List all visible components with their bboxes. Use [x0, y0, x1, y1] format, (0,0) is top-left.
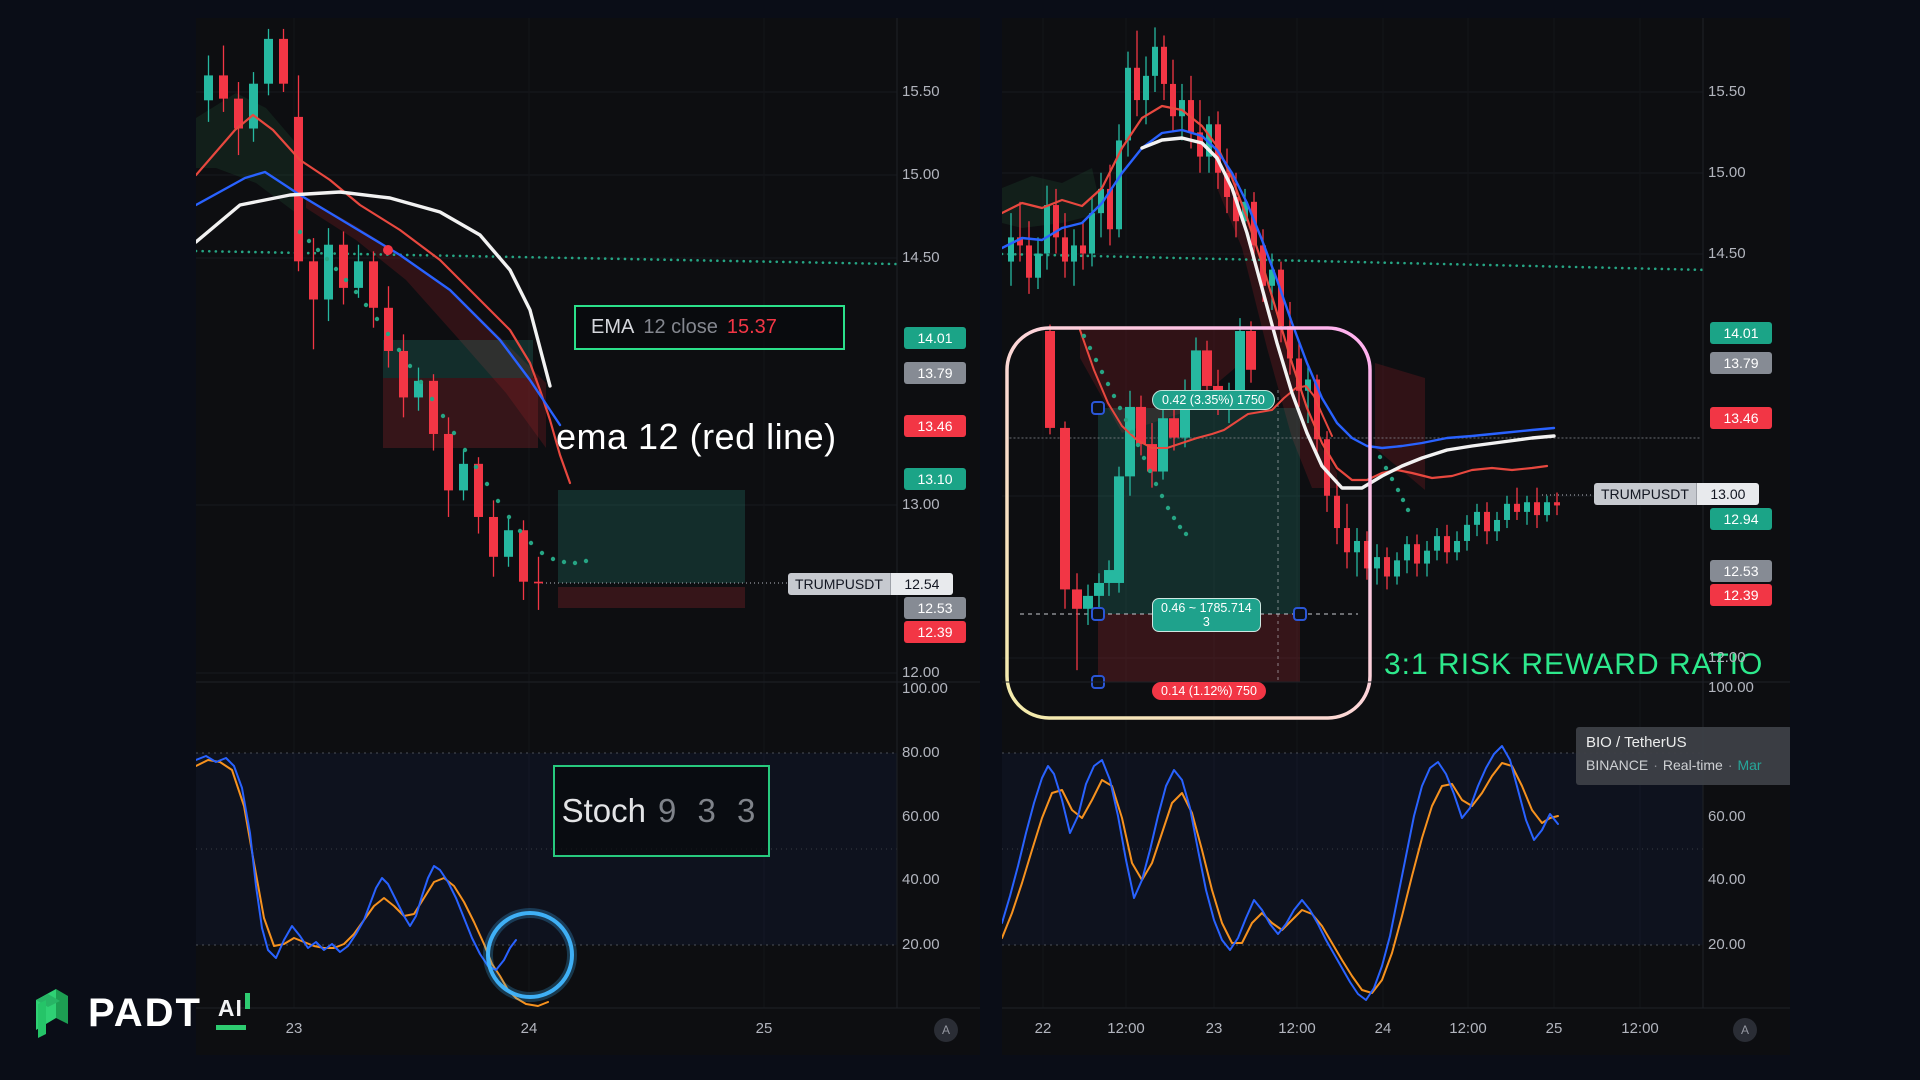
- tooltip-market: Mar: [1737, 757, 1762, 773]
- price-badge-green: 14.01: [904, 327, 966, 349]
- time-axis-label: 24: [1374, 1020, 1392, 1037]
- time-axis-label: 12:00: [1449, 1020, 1487, 1037]
- price-badge-green: 14.01: [1710, 322, 1772, 344]
- price-axis-label: 15.50: [1708, 83, 1746, 100]
- price-badge-gray: 13.79: [904, 362, 966, 384]
- auto-scale-button[interactable]: A: [934, 1018, 958, 1042]
- risk-reward-annotation: 3:1 RISK REWARD RATIO: [1384, 648, 1764, 681]
- price-axis-label: 100.00: [902, 680, 948, 697]
- price-badge-red: 12.39: [1710, 584, 1772, 606]
- tooltip-meta: BINANCE · Real-time · Mar: [1586, 757, 1762, 773]
- tooltip-exchange: BINANCE: [1586, 757, 1649, 773]
- price-badge-red: 13.46: [1710, 407, 1772, 429]
- price-badge-gray: 13.79: [1710, 352, 1772, 374]
- stoch-axis-label: 40.00: [1708, 871, 1746, 888]
- symbol-label: TRUMPUSDT: [1594, 483, 1696, 505]
- price-axis-label: 13.00: [902, 496, 940, 513]
- symbol-price-row: TRUMPUSDT 13.00: [1594, 483, 1759, 505]
- stoch-indicator-box: Stoch 9 3 3: [553, 765, 770, 857]
- time-axis-label: 25: [755, 1020, 773, 1037]
- price-badge-green: 13.10: [904, 468, 966, 490]
- right-chart-canvas[interactable]: [1002, 18, 1790, 1055]
- left-chart-canvas[interactable]: [196, 18, 980, 1055]
- stoch-axis-label: 80.00: [902, 744, 940, 761]
- price-badge-green: 12.94: [1710, 508, 1772, 530]
- right-chart-panel[interactable]: 0.42 (3.35%) 1750 0.46 ~ 1785.714 3 0.14…: [1002, 18, 1790, 1055]
- ema-value: 15.37: [726, 316, 777, 338]
- stoch-axis-label: 20.00: [902, 936, 940, 953]
- price-badge-gray: 12.53: [1710, 560, 1772, 582]
- price-axis-label: 14.50: [1708, 245, 1746, 262]
- position-entry-line1: 0.46 ~ 1785.714: [1161, 601, 1252, 615]
- tooltip-status: Real-time: [1662, 757, 1723, 773]
- highlight-gradient-box: [1005, 326, 1372, 720]
- time-axis-label: 24: [520, 1020, 538, 1037]
- symbol-tooltip: BIO / TetherUS BINANCE · Real-time · Mar: [1576, 727, 1790, 785]
- price-axis-label: 15.00: [902, 166, 940, 183]
- auto-scale-button[interactable]: A: [1733, 1018, 1757, 1042]
- position-entry-badge[interactable]: 0.46 ~ 1785.714 3: [1152, 598, 1261, 632]
- stoch-axis-label: 60.00: [902, 808, 940, 825]
- time-axis-label: 23: [1205, 1020, 1223, 1037]
- time-axis-label: 12:00: [1107, 1020, 1145, 1037]
- brand-name: PADT: [88, 990, 202, 1035]
- price-badge-red: 13.46: [904, 415, 966, 437]
- price-axis-label: 15.50: [902, 83, 940, 100]
- tooltip-symbol-name: BIO / TetherUS: [1586, 734, 1687, 751]
- time-axis-label: 12:00: [1278, 1020, 1316, 1037]
- ema-indicator-box: EMA 12 close 15.37: [574, 305, 845, 350]
- time-axis-label: 23: [285, 1020, 303, 1037]
- symbol-price-row: TRUMPUSDT 12.54: [788, 573, 953, 595]
- time-axis-label: 12:00: [1621, 1020, 1659, 1037]
- stoch-label: Stoch: [561, 792, 646, 829]
- price-badge-red: 12.39: [904, 621, 966, 643]
- position-target-badge[interactable]: 0.42 (3.35%) 1750: [1152, 390, 1275, 410]
- time-axis-label: 25: [1545, 1020, 1563, 1037]
- price-axis-label: 100.00: [1708, 679, 1754, 696]
- stoch-axis-label: 60.00: [1708, 808, 1746, 825]
- price-axis-label: 12.00: [1708, 649, 1746, 666]
- ema-annotation-text: ema 12 (red line): [556, 416, 837, 457]
- symbol-price-badge: 12.54: [889, 573, 953, 595]
- price-axis-label: 15.00: [1708, 164, 1746, 181]
- symbol-price-badge: 13.00: [1695, 483, 1759, 505]
- stoch-axis-label: 20.00: [1708, 936, 1746, 953]
- time-axis-label: 22: [1034, 1020, 1052, 1037]
- ai-badge: AI: [214, 993, 250, 1033]
- left-chart-panel[interactable]: EMA 12 close 15.37 ema 12 (red line) Sto…: [196, 18, 980, 1055]
- position-entry-line2: 3: [1202, 615, 1210, 629]
- padt-ai-logo: PADT AI: [26, 984, 250, 1042]
- ema-label: EMA: [591, 316, 635, 338]
- stoch-params: 9 3 3: [657, 792, 762, 829]
- price-axis-label: 12.00: [902, 664, 940, 681]
- symbol-label: TRUMPUSDT: [788, 573, 890, 595]
- price-axis-label: 14.50: [902, 249, 940, 266]
- padt-cube-icon: [36, 989, 68, 1038]
- stoch-axis-label: 40.00: [902, 871, 940, 888]
- position-stop-badge[interactable]: 0.14 (1.12%) 750: [1152, 682, 1266, 700]
- ema-params: 12 close: [643, 316, 718, 338]
- price-badge-gray: 12.53: [904, 597, 966, 619]
